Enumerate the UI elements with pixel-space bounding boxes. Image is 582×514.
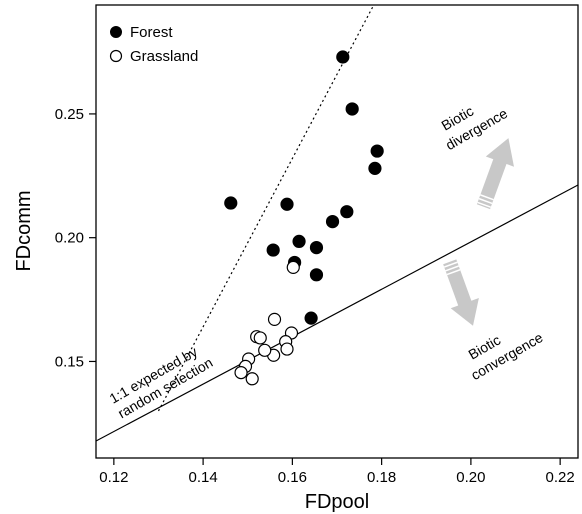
x-tick-label: 0.22 <box>546 469 575 486</box>
legend-label-grassland: Grassland <box>130 48 198 65</box>
forest-point <box>304 311 318 325</box>
plot-frame <box>95 4 579 459</box>
grassland-point <box>253 331 267 345</box>
forest-point <box>309 240 324 255</box>
forest-point <box>224 196 238 210</box>
grassland-point <box>267 312 282 326</box>
forest-point <box>336 50 350 64</box>
x-tick-label: 0.16 <box>278 469 307 486</box>
grassland-point <box>286 260 300 274</box>
annotation-biotic-divergence: Biotic divergence <box>433 88 510 153</box>
grassland-point <box>245 372 259 386</box>
forest-point <box>266 243 280 257</box>
forest-point <box>309 268 324 282</box>
forest-point <box>368 161 382 175</box>
divergence-arrow-icon <box>476 138 514 210</box>
x-tick-label: 0.18 <box>367 469 396 486</box>
x-tick-label: 0.20 <box>456 469 485 486</box>
grassland-point <box>234 365 248 380</box>
x-tick-label: 0.14 <box>189 469 218 486</box>
grassland-point <box>258 343 272 357</box>
y-axis-title: FDcomm <box>13 190 35 271</box>
y-tick-label: 0.25 <box>55 106 84 123</box>
convergence-arrow-icon <box>443 259 479 326</box>
x-axis: 0.12 0.14 0.16 0.18 0.20 0.22 <box>99 458 575 486</box>
x-axis-title: FDpool <box>305 491 369 513</box>
reference-line <box>96 184 578 442</box>
legend-label-forest: Forest <box>130 24 173 41</box>
annotation-random-selection: 1:1 expected by random selection <box>107 339 216 421</box>
legend-marker-grassland <box>109 49 123 63</box>
forest-point <box>325 214 340 229</box>
y-axis: 0.15 0.20 0.25 <box>55 106 96 370</box>
y-tick-label: 0.20 <box>55 230 84 247</box>
legend: Forest Grassland <box>109 24 198 65</box>
grassland-point <box>280 342 294 356</box>
y-tick-label: 0.15 <box>55 353 84 370</box>
legend-marker-forest <box>110 26 122 38</box>
x-tick-label: 0.12 <box>99 469 128 486</box>
forest-point <box>370 144 384 158</box>
forest-point <box>280 197 294 211</box>
points-layer <box>224 50 384 386</box>
forest-point <box>292 234 306 249</box>
forest-point <box>345 102 359 116</box>
forest-point <box>340 205 354 219</box>
